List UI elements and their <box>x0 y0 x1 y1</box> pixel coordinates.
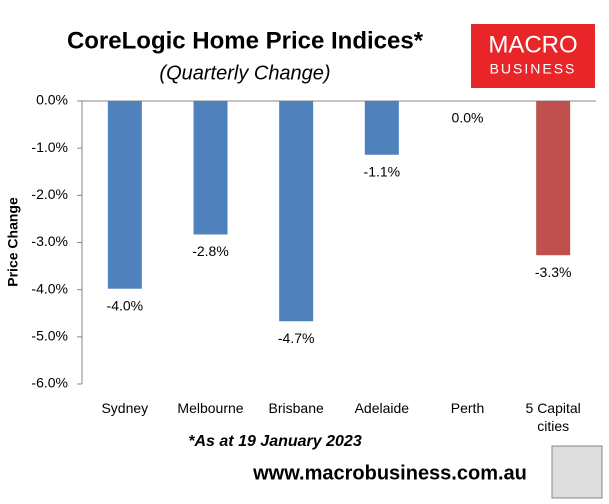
data-label: -2.8% <box>192 243 229 259</box>
bar <box>279 101 314 322</box>
y-tick-label: -5.0% <box>31 328 68 344</box>
y-tick-label: -4.0% <box>31 280 68 296</box>
data-label: -4.0% <box>107 297 144 313</box>
bar <box>193 101 228 235</box>
logo-text: MACRO <box>488 31 577 58</box>
x-tick-label: Sydney <box>101 400 149 416</box>
y-tick-label: -2.0% <box>31 186 68 202</box>
bar <box>364 101 399 155</box>
logo-text: BUSINESS <box>490 61 577 77</box>
chart-title: CoreLogic Home Price Indices* <box>67 27 424 54</box>
x-tick-label: Melbourne <box>177 400 244 416</box>
y-axis-label: Price Change <box>5 197 21 287</box>
logo-box <box>471 24 595 88</box>
data-label: -3.3% <box>535 264 572 280</box>
y-tick-label: -1.0% <box>31 139 68 155</box>
source: www.macrobusiness.com.au <box>252 462 527 484</box>
x-tick-label: 5 Capital cities <box>525 400 581 434</box>
footnote: *As at 19 January 2023 <box>188 433 362 450</box>
chart-subtitle: (Quarterly Change) <box>159 62 330 84</box>
y-tick-label: 0.0% <box>36 92 68 108</box>
bar <box>107 101 142 289</box>
y-tick-label: -6.0% <box>31 375 68 391</box>
x-tick-label: Brisbane <box>268 400 324 416</box>
y-tick-label: -3.0% <box>31 233 68 249</box>
data-label: 0.0% <box>452 110 484 126</box>
data-label: -1.1% <box>364 163 401 179</box>
data-label: -4.7% <box>278 330 315 346</box>
x-tick-label: Adelaide <box>354 400 410 416</box>
bar <box>536 101 571 256</box>
fox-icon <box>551 445 603 499</box>
x-tick-label: Perth <box>450 400 485 416</box>
